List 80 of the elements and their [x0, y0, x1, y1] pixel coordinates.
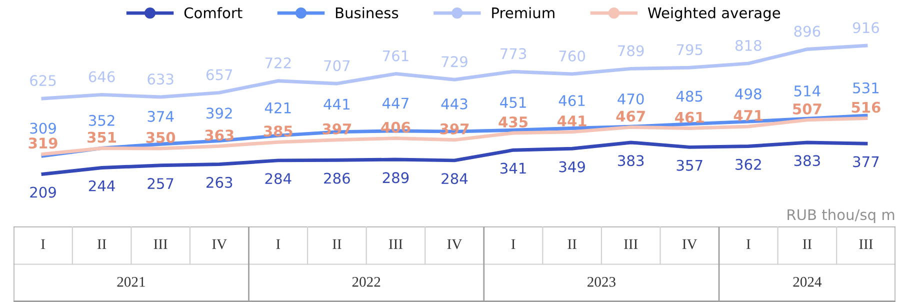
data-label: 633 — [148, 74, 174, 85]
legend-label: Premium — [492, 7, 554, 18]
data-label: 319 — [28, 138, 58, 149]
x-tick-label: III — [154, 239, 168, 249]
data-label: 350 — [146, 132, 176, 143]
data-label: 507 — [793, 103, 822, 114]
data-label: 383 — [794, 155, 820, 166]
data-label: 461 — [675, 112, 704, 123]
data-label: 498 — [735, 88, 762, 100]
x-tick-label: IV — [682, 239, 698, 250]
data-label: 341 — [500, 162, 526, 174]
data-label: 531 — [853, 82, 879, 94]
data-label: 284 — [265, 173, 292, 184]
x-tick-label: I — [41, 239, 45, 249]
data-label: 441 — [558, 116, 586, 126]
data-label: 435 — [498, 116, 528, 128]
data-label: 377 — [853, 156, 879, 168]
data-label: 461 — [558, 95, 585, 106]
data-label: 722 — [265, 57, 291, 68]
data-label: 443 — [441, 98, 468, 110]
data-label: 896 — [794, 26, 820, 37]
data-label: 760 — [559, 50, 586, 62]
data-label: 761 — [382, 50, 408, 62]
legend-label: Comfort — [184, 7, 242, 18]
data-label: 485 — [676, 90, 702, 102]
x-tick-label: II — [802, 239, 812, 249]
data-label: 363 — [205, 130, 234, 141]
x-tick-label: III — [859, 239, 873, 249]
text: 2021 — [117, 276, 145, 287]
data-label: 257 — [148, 178, 174, 190]
data-label: 392 — [206, 108, 232, 119]
data-label: 209 — [30, 186, 56, 198]
data-label: 284 — [442, 173, 468, 184]
data-label: 467 — [616, 110, 645, 122]
x-tick-label: I — [746, 239, 750, 249]
data-label: 421 — [264, 102, 291, 114]
data-label: 773 — [500, 48, 526, 60]
data-label: 818 — [735, 40, 762, 51]
x-tick-label: IV — [212, 239, 227, 250]
legend-label: Weighted average — [648, 7, 780, 22]
data-label: 383 — [618, 155, 644, 166]
data-label: 357 — [676, 160, 702, 171]
data-label: 441 — [324, 98, 350, 110]
data-label: 352 — [89, 114, 114, 126]
data-label: 646 — [88, 71, 115, 82]
text: 2024 — [793, 276, 822, 287]
data-label: 514 — [794, 86, 820, 96]
data-label: 451 — [500, 97, 526, 108]
data-label: 309 — [30, 122, 56, 134]
x-tick-label: III — [388, 239, 402, 249]
x-tick-label: II — [97, 239, 106, 249]
data-label: 470 — [618, 93, 644, 104]
data-label: 447 — [382, 98, 408, 108]
x-tick-label: I — [276, 239, 280, 249]
text: RUB thou/sq m — [788, 208, 894, 223]
x-tick-label: II — [332, 239, 342, 249]
data-label: 349 — [559, 161, 585, 172]
data-label: 795 — [676, 44, 702, 56]
data-label: 707 — [324, 60, 350, 72]
data-label: 789 — [618, 45, 644, 56]
x-tick-label: I — [511, 239, 516, 249]
x-tick-label: III — [624, 239, 638, 249]
data-label: 374 — [148, 110, 174, 122]
data-label: 289 — [382, 172, 409, 184]
data-label: 263 — [206, 176, 232, 188]
x-tick-label: IV — [447, 239, 462, 250]
data-label: 625 — [30, 75, 56, 86]
data-label: 244 — [88, 180, 115, 192]
data-label: 286 — [324, 172, 350, 184]
x-tick-label: II — [568, 239, 576, 249]
data-label: 351 — [88, 132, 116, 143]
text: 2022 — [352, 276, 380, 287]
legend-label: Business — [336, 7, 398, 18]
data-label: 729 — [442, 56, 468, 68]
data-label: 362 — [736, 158, 761, 170]
data-label: 516 — [852, 102, 880, 113]
data-label: 657 — [206, 69, 232, 80]
text: 2023 — [588, 276, 616, 287]
data-label: 471 — [734, 110, 763, 121]
data-label: 916 — [852, 22, 879, 34]
